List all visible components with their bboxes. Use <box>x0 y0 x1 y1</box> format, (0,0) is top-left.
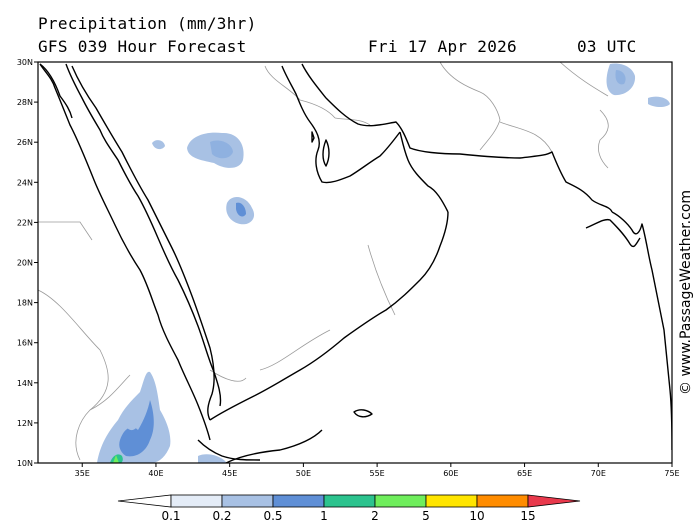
lon-tick-label: 50E <box>296 469 311 478</box>
legend-swatch <box>221 494 274 508</box>
lat-tick-label: 20N <box>17 259 33 268</box>
persian-gulf-south <box>281 65 401 184</box>
lat-tick-label: 14N <box>17 379 33 388</box>
lon-tick-label: 60E <box>443 469 458 478</box>
lon-tick-label: 75E <box>664 469 679 478</box>
legend-label: 0.2 <box>212 509 231 523</box>
legend-label: 10 <box>469 509 484 523</box>
legend-swatch <box>323 494 376 508</box>
legend-label: 0.5 <box>263 509 282 523</box>
forecast-date: Fri 17 Apr 2026 <box>368 37 517 56</box>
legend-label: 5 <box>422 509 430 523</box>
precip-area-gulf-aden <box>198 454 226 463</box>
gulf-aden-south <box>225 429 323 463</box>
passageweather-credit: © www.PassageWeather.com <box>678 189 694 395</box>
precip-peak-ethiopia <box>113 455 119 463</box>
bahrain-island <box>311 131 315 143</box>
lon-tick-label: 70E <box>591 469 606 478</box>
iran-coast <box>301 63 613 213</box>
legend-swatch <box>374 494 427 508</box>
oman-coast <box>399 131 449 213</box>
precip-area-small <box>126 422 136 431</box>
sinai-coast <box>39 63 73 119</box>
legend-swatch-above-max <box>527 494 581 508</box>
lat-tick-label: 26N <box>17 138 33 147</box>
lat-tick-label: 16N <box>17 339 33 348</box>
precip-core-ethiopia <box>119 400 154 457</box>
legend-swatch <box>476 494 529 508</box>
precip-area-ethiopia <box>97 371 171 463</box>
precip-core-central <box>210 140 233 159</box>
lon-tick-label: 40E <box>148 469 163 478</box>
legend-label: 15 <box>520 509 535 523</box>
lat-tick-label: 22N <box>17 218 33 227</box>
lat-tick-label: 12N <box>17 419 33 428</box>
lon-tick-label: 45E <box>222 469 237 478</box>
map-content <box>38 62 672 463</box>
precip-core-south <box>236 202 246 217</box>
legend-swatch-below-min <box>117 494 172 508</box>
lat-tick-label: 18N <box>17 299 33 308</box>
lat-tick-label: 24N <box>17 178 33 187</box>
country-borders <box>38 62 609 461</box>
legend-label: 2 <box>371 509 379 523</box>
djibouti-coast <box>197 439 261 461</box>
lat-tick-label: 10N <box>17 459 33 468</box>
kathiawar-coast <box>585 218 641 248</box>
india-west-coast <box>611 211 672 451</box>
precip-shading <box>97 63 670 463</box>
chart-title: Precipitation (mm/3hr) <box>38 14 257 33</box>
coastlines <box>39 63 672 463</box>
lon-tick-label: 35E <box>75 469 90 478</box>
legend-swatch <box>170 494 223 508</box>
lat-tick-label: 28N <box>17 98 33 107</box>
legend-swatch <box>272 494 325 508</box>
precip-core-northeast <box>615 70 626 85</box>
legend-swatch <box>425 494 478 508</box>
precip-legend: 0.1 0.2 0.5 1 2 5 10 15 <box>117 494 581 523</box>
legend-label: 1 <box>320 509 328 523</box>
precip-area-central-2 <box>152 140 165 150</box>
socotra-island <box>353 409 373 418</box>
precip-area-east <box>648 96 670 107</box>
latitude-axis: 10N 12N 14N 16N 18N 20N 22N 24N 26N 28N 30N <box>17 58 38 468</box>
qatar-peninsula <box>322 139 330 167</box>
red-sea-west-coast <box>39 63 211 441</box>
longitude-axis: 35E 40E 45E 50E 55E 60E 65E 70E 75E <box>75 463 680 478</box>
model-forecast-label: GFS 039 Hour Forecast <box>38 37 247 56</box>
yemen-south-coast <box>209 211 449 421</box>
forecast-time: 03 UTC <box>577 37 637 56</box>
legend-label: 0.1 <box>161 509 180 523</box>
arabia-west-coast <box>71 65 215 421</box>
lat-tick-label: 30N <box>17 58 33 67</box>
lon-tick-label: 65E <box>517 469 532 478</box>
lon-tick-label: 55E <box>369 469 384 478</box>
